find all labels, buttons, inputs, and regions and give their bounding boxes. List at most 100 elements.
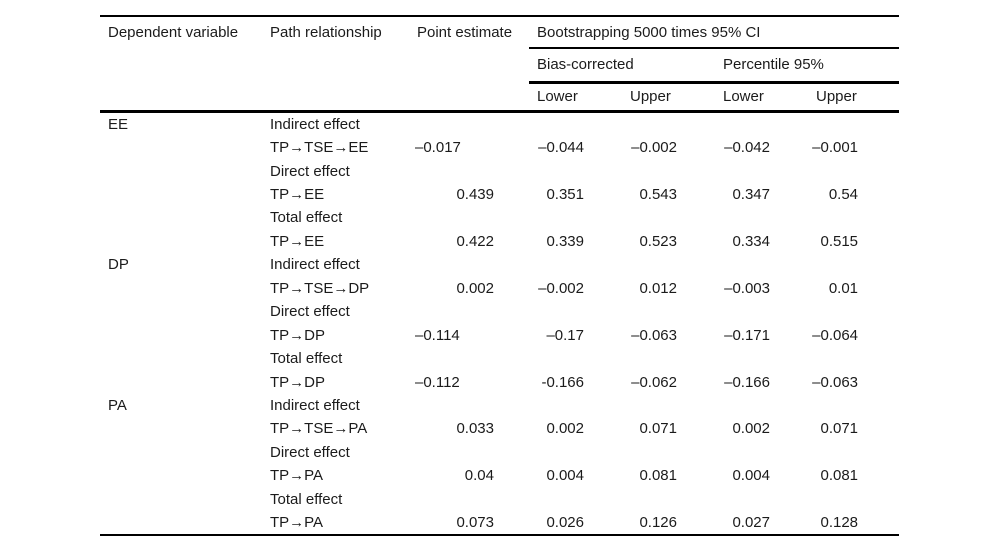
pct-upper-cell	[808, 111, 899, 136]
col-header-bias-corrected: Bias-corrected	[529, 48, 715, 84]
pct-upper-cell: –0.064	[812, 326, 859, 344]
point-estimate-cell	[409, 347, 529, 370]
dependent-variable-cell	[100, 488, 262, 511]
header-row-3: Lower Upper Lower Upper	[100, 82, 900, 113]
bc-lower-cell	[529, 206, 622, 229]
pct-upper-cell: 0.081	[820, 467, 859, 485]
results-table: Dependent variable Path relationship Poi…	[100, 15, 900, 537]
dependent-variable-cell	[100, 464, 262, 487]
col-header-path-relationship: Path relationship	[262, 16, 409, 113]
col-header-bc-lower: Lower	[529, 82, 622, 113]
table-row: TP→TSE→EE –0.017 –0.044 –0.002 –0.042 –0.001	[100, 136, 899, 159]
dependent-variable-cell	[100, 183, 262, 206]
bc-upper-cell: –0.002	[631, 139, 677, 157]
path-cell: TP→PA	[270, 467, 324, 485]
bc-lower-cell: –0.002	[538, 279, 584, 297]
point-estimate-cell: 0.04	[464, 467, 494, 485]
bc-upper-cell: 0.543	[639, 186, 677, 204]
point-estimate-cell: 0.002	[456, 279, 494, 297]
pct-lower-cell: 0.334	[732, 232, 770, 250]
path-cell: TP→EE	[270, 232, 325, 250]
dependent-variable-cell: EE	[108, 115, 129, 133]
table-row: TP→EE 0.422 0.339 0.523 0.334 0.515	[100, 230, 899, 253]
path-cell: Indirect effect	[270, 256, 360, 274]
table-body: EE Indirect effect TP→TSE→EE –0.017 –0.044 –0…	[100, 111, 899, 535]
bc-upper-cell: 0.012	[639, 279, 677, 297]
col-header-bootstrapping-ci: Bootstrapping 5000 times 95% CI	[529, 16, 900, 49]
bc-lower-cell: 0.004	[546, 467, 584, 485]
dependent-variable-cell: PA	[108, 396, 127, 414]
pct-lower-cell: 0.027	[732, 514, 770, 532]
pct-lower-cell	[715, 253, 808, 276]
path-cell: TP→DP	[270, 326, 326, 344]
dependent-variable-cell	[100, 136, 262, 159]
pct-lower-cell: 0.347	[732, 186, 770, 204]
pct-upper-cell	[808, 206, 899, 229]
dependent-variable-cell	[100, 230, 262, 253]
path-cell: Indirect effect	[270, 396, 360, 414]
bc-upper-cell	[622, 347, 715, 370]
point-estimate-cell	[409, 300, 529, 323]
path-cell: Direct effect	[270, 303, 350, 321]
pct-lower-cell	[715, 441, 808, 464]
col-header-pct-upper: Upper	[808, 82, 900, 113]
pct-upper-cell: 0.128	[820, 514, 859, 532]
bc-upper-cell: 0.126	[639, 514, 677, 532]
bc-lower-cell: 0.026	[546, 514, 584, 532]
path-cell: Total effect	[270, 209, 343, 227]
pct-lower-cell: 0.002	[732, 420, 770, 438]
table-row: PA Indirect effect	[100, 394, 899, 417]
dependent-variable-cell	[100, 159, 262, 182]
col-header-pct-lower: Lower	[715, 82, 808, 113]
bc-lower-cell	[529, 488, 622, 511]
table-row: Direct effect	[100, 300, 899, 323]
bc-upper-cell: 0.523	[639, 232, 677, 250]
dependent-variable-cell	[100, 300, 262, 323]
dependent-variable-cell	[100, 441, 262, 464]
path-cell: TP→PA	[270, 514, 324, 532]
path-cell: Direct effect	[270, 162, 350, 180]
point-estimate-cell: 0.033	[456, 420, 494, 438]
pct-upper-cell: –0.001	[812, 139, 859, 157]
dependent-variable-cell	[100, 417, 262, 440]
table-row: Total effect	[100, 206, 899, 229]
point-estimate-cell	[409, 111, 529, 136]
bc-upper-cell	[622, 206, 715, 229]
pct-lower-cell	[715, 488, 808, 511]
pct-upper-cell	[808, 159, 899, 182]
table-row: TP→PA 0.04 0.004 0.081 0.004 0.081	[100, 464, 899, 487]
dependent-variable-cell: DP	[108, 256, 129, 274]
path-cell: TP→EE	[270, 186, 325, 204]
pct-upper-cell	[808, 300, 899, 323]
path-cell: TP→DP	[270, 373, 326, 391]
col-header-bc-upper: Upper	[622, 82, 715, 113]
point-estimate-cell: –0.017	[415, 139, 461, 157]
point-estimate-cell: 0.439	[456, 186, 494, 204]
dependent-variable-cell	[100, 206, 262, 229]
dependent-variable-cell	[100, 370, 262, 393]
bc-upper-cell	[622, 253, 715, 276]
point-estimate-cell: –0.112	[415, 373, 460, 391]
bc-upper-cell	[622, 159, 715, 182]
table-row: DP Indirect effect	[100, 253, 899, 276]
col-header-point-estimate: Point estimate	[409, 16, 529, 113]
path-cell: TP→TSE→PA	[270, 420, 368, 438]
pct-upper-cell	[808, 441, 899, 464]
path-cell: Total effect	[270, 490, 343, 508]
pct-lower-cell: 0.004	[732, 467, 770, 485]
point-estimate-cell	[409, 394, 529, 417]
table-row: EE Indirect effect	[100, 111, 899, 136]
dependent-variable-cell	[100, 277, 262, 300]
point-estimate-cell	[409, 253, 529, 276]
pct-lower-cell	[715, 394, 808, 417]
pct-upper-cell: –0.063	[812, 373, 859, 391]
bc-upper-cell: –0.062	[631, 373, 677, 391]
table-row: Total effect	[100, 347, 899, 370]
pct-upper-cell: 0.515	[820, 232, 859, 250]
pct-lower-cell	[715, 347, 808, 370]
dependent-variable-cell	[100, 511, 262, 535]
table-header: Dependent variable Path relationship Poi…	[100, 16, 900, 113]
path-cell: TP→TSE→DP	[270, 279, 370, 297]
table-row: TP→PA 0.073 0.026 0.126 0.027 0.128	[100, 511, 899, 535]
